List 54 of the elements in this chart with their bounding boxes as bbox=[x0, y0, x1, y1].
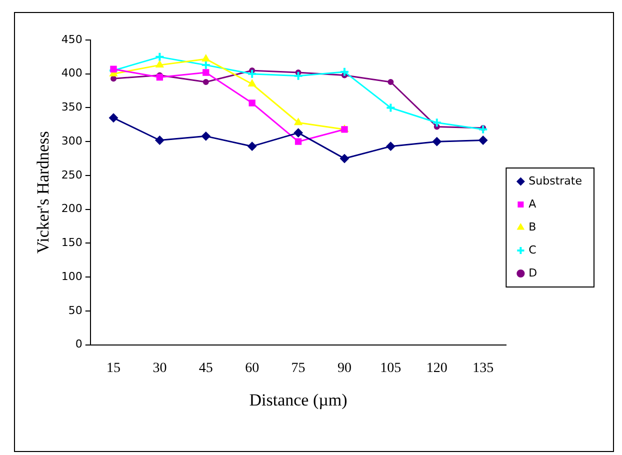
y-tick-label: 350 bbox=[61, 100, 82, 114]
point bbox=[156, 60, 164, 68]
x-axis-title: Distance (µm) bbox=[249, 390, 348, 410]
legend-label: A bbox=[528, 197, 537, 210]
y-tick-label: 250 bbox=[61, 168, 82, 182]
legend-label: C bbox=[528, 243, 537, 256]
point bbox=[247, 68, 258, 79]
point bbox=[294, 138, 302, 145]
legend-label: D bbox=[528, 266, 538, 280]
x-tick-label: 135 bbox=[472, 360, 494, 376]
x-tick-label: 30 bbox=[152, 360, 167, 376]
y-axis-title: Vicker's Hardness bbox=[34, 131, 53, 254]
point bbox=[201, 132, 210, 141]
y-tick-label: 100 bbox=[61, 270, 82, 283]
point bbox=[294, 118, 302, 126]
y-tick-label: 50 bbox=[68, 304, 82, 317]
point bbox=[202, 54, 210, 62]
point bbox=[432, 118, 442, 128]
point bbox=[294, 128, 303, 138]
point bbox=[340, 154, 349, 164]
y-tick-label: 150 bbox=[61, 236, 82, 250]
x-tick-label: 15 bbox=[106, 360, 120, 376]
point bbox=[108, 113, 118, 122]
point bbox=[248, 80, 256, 87]
point bbox=[339, 66, 350, 77]
x-tick-label: 120 bbox=[426, 360, 448, 376]
point bbox=[388, 78, 394, 85]
y-tick-label: 450 bbox=[61, 32, 82, 46]
x-tick-label: 75 bbox=[291, 360, 306, 376]
x-tick-label: 90 bbox=[337, 360, 352, 376]
legend-label: B bbox=[528, 220, 536, 234]
x-tick-label: 60 bbox=[245, 360, 260, 376]
point bbox=[386, 102, 396, 113]
point bbox=[248, 142, 257, 151]
point bbox=[248, 100, 256, 106]
point bbox=[432, 137, 442, 146]
point bbox=[156, 74, 164, 81]
point bbox=[155, 136, 164, 145]
point bbox=[110, 76, 116, 82]
x-tick-label: 105 bbox=[380, 360, 402, 376]
point bbox=[386, 142, 396, 151]
point bbox=[478, 136, 488, 145]
y-tick-label: 0 bbox=[75, 338, 82, 351]
point bbox=[202, 69, 210, 76]
x-tick-label: 45 bbox=[198, 360, 213, 376]
point bbox=[154, 52, 165, 62]
legend-label: Substrate bbox=[528, 174, 582, 188]
point bbox=[293, 70, 304, 81]
y-tick-label: 200 bbox=[61, 202, 82, 216]
y-tick-label: 400 bbox=[61, 66, 82, 80]
y-tick-label: 300 bbox=[61, 134, 82, 148]
point bbox=[110, 66, 117, 72]
point bbox=[202, 78, 209, 85]
point bbox=[200, 60, 211, 70]
